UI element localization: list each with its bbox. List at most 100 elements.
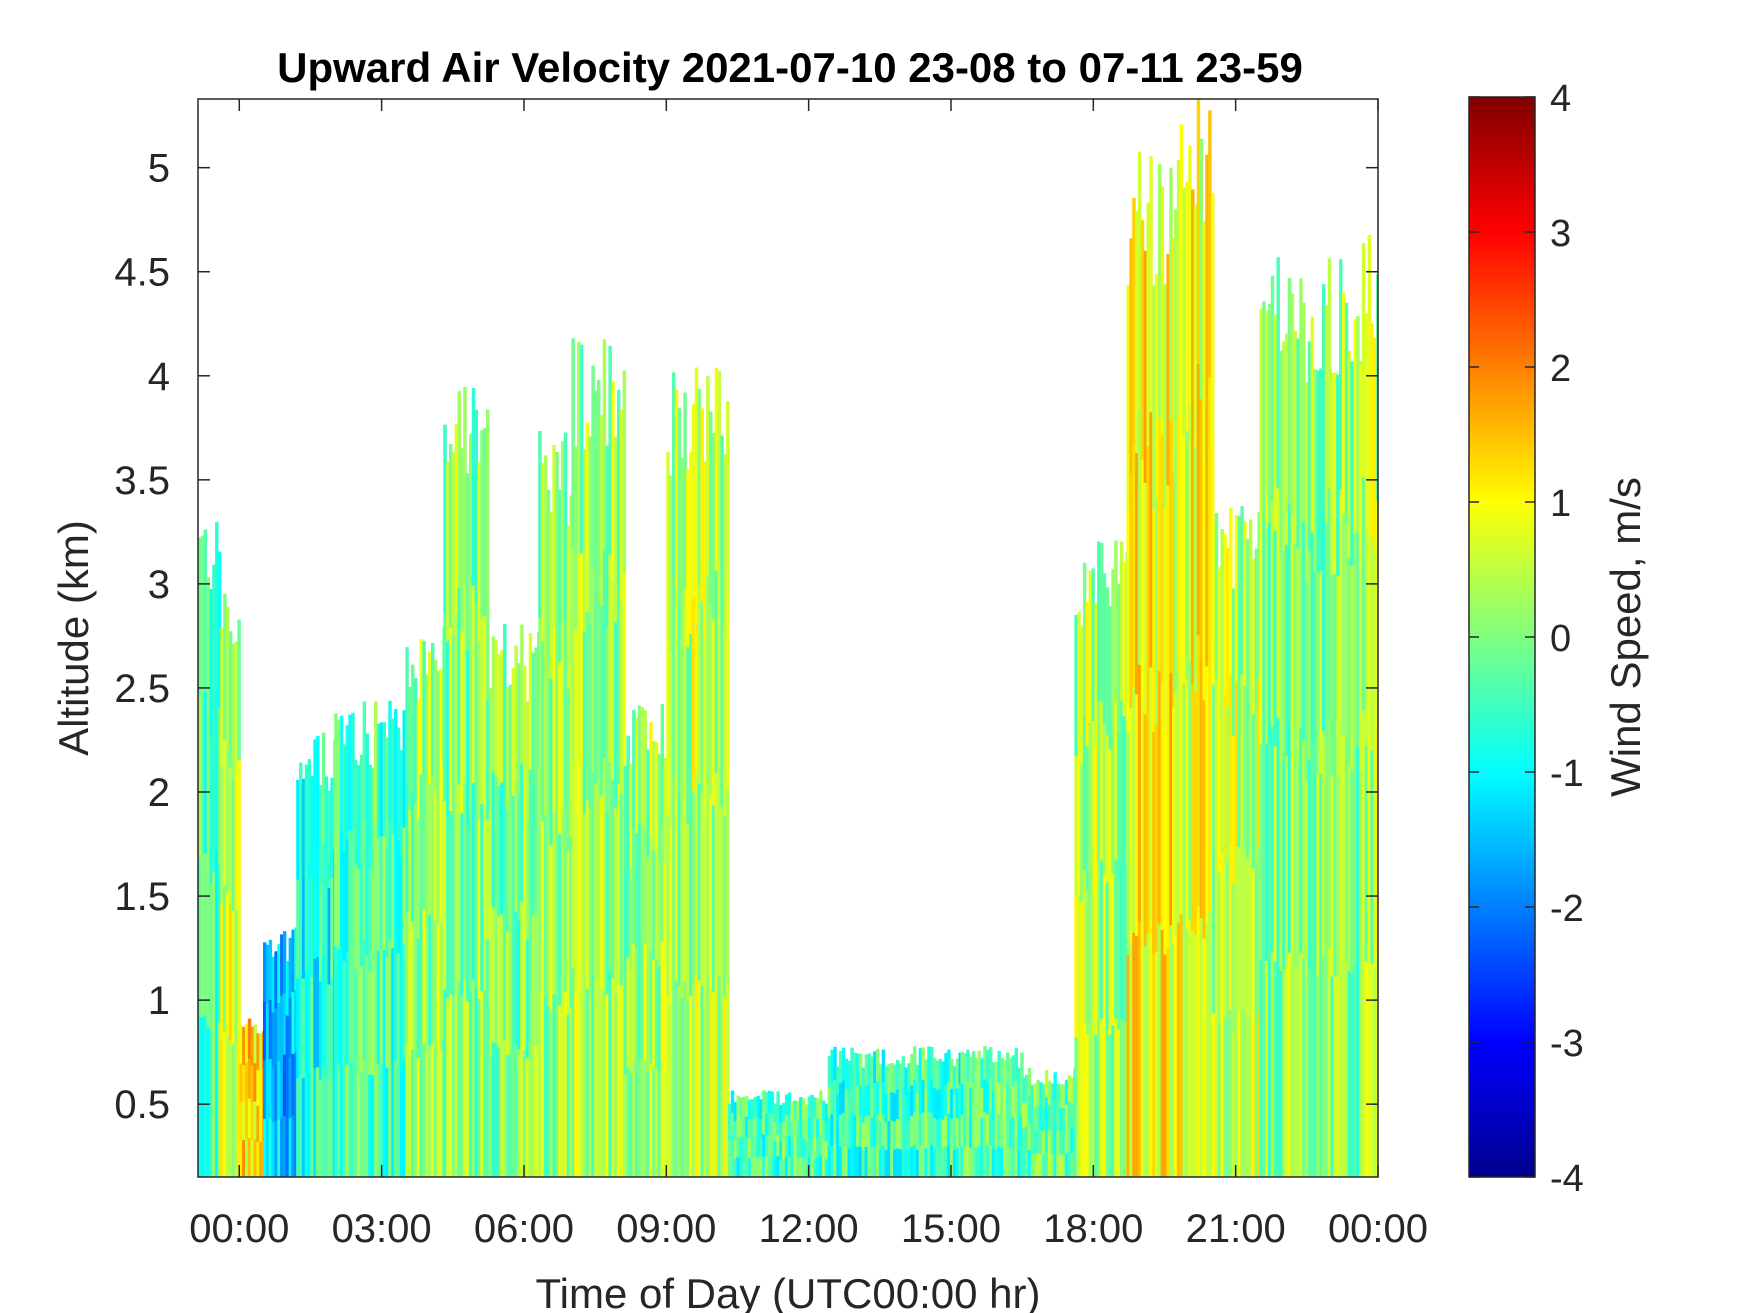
heatmap-cell — [571, 338, 575, 549]
heatmap-cell — [1237, 846, 1242, 1013]
heatmap-cell — [907, 1120, 911, 1150]
heatmap-cell — [1157, 923, 1162, 1177]
x-tick-label: 21:00 — [1186, 1207, 1286, 1251]
heatmap-cell — [1119, 541, 1124, 701]
heatmap-cell — [893, 1092, 897, 1122]
heatmap-cell — [974, 1087, 979, 1118]
heatmap-cell — [371, 870, 375, 973]
heatmap-cell — [1265, 527, 1269, 745]
heatmap-cell — [1324, 958, 1329, 1177]
heatmap-plot-area — [197, 98, 1379, 1178]
heatmap-cell — [1251, 558, 1256, 714]
heatmap-cell — [1000, 1087, 1004, 1118]
heatmap-cell — [259, 1069, 263, 1106]
heatmap-cell — [376, 723, 381, 838]
heatmap-cell — [915, 1120, 920, 1150]
heatmap-cell — [602, 758, 607, 969]
heatmap-cell — [1044, 1096, 1049, 1125]
heatmap-cell — [629, 866, 633, 971]
heatmap-cell — [1074, 755, 1078, 897]
heatmap-cell — [821, 1138, 826, 1159]
heatmap-cell — [1027, 1122, 1032, 1151]
heatmap-cell — [1064, 1079, 1069, 1105]
heatmap-cell — [200, 535, 205, 697]
heatmap-cell — [1319, 368, 1323, 572]
heatmap-cell — [356, 971, 361, 1075]
heatmap-cell — [1182, 682, 1186, 931]
heatmap-cell — [1336, 976, 1340, 1177]
heatmap-cell — [517, 663, 521, 793]
heatmap-cell — [599, 414, 604, 606]
heatmap-cell — [997, 1082, 1001, 1115]
heatmap-cell — [646, 963, 650, 1071]
heatmap-cell — [198, 537, 202, 698]
heatmap-cell — [918, 1144, 923, 1177]
heatmap-cell — [468, 805, 473, 992]
heatmap-cell — [657, 859, 662, 967]
heatmap-cell — [382, 722, 387, 837]
heatmap-cell — [1152, 285, 1156, 509]
heatmap-cell — [861, 1094, 866, 1123]
heatmap-cell — [1132, 197, 1136, 444]
heatmap-cell — [491, 1041, 496, 1177]
heatmap-cell — [634, 947, 639, 1063]
heatmap-cell — [1008, 1117, 1013, 1148]
heatmap-cell — [654, 1068, 659, 1177]
heatmap-cell — [1191, 189, 1195, 437]
heatmap-cell — [689, 633, 693, 815]
heatmap-cell — [706, 376, 710, 578]
heatmap-cell — [1226, 862, 1230, 1021]
heatmap-cell — [723, 634, 727, 817]
heatmap-cell — [1234, 680, 1239, 847]
heatmap-cell — [237, 898, 241, 1039]
heatmap-cell — [552, 627, 556, 812]
heatmap-cell — [339, 946, 344, 1063]
heatmap-cell — [646, 1070, 650, 1177]
heatmap-cell — [497, 1046, 501, 1177]
heatmap-cell — [304, 764, 309, 869]
heatmap-cell — [745, 1136, 749, 1158]
heatmap-cell — [1047, 1152, 1052, 1177]
heatmap-cell — [742, 1156, 746, 1177]
heatmap-cell — [500, 650, 504, 783]
heatmap-cell — [927, 1046, 931, 1080]
heatmap-cell — [419, 908, 424, 1044]
heatmap-cell — [1188, 919, 1192, 1177]
heatmap-cell — [1373, 337, 1377, 549]
heatmap-cell — [1140, 459, 1145, 700]
heatmap-cell — [579, 760, 584, 970]
heatmap-cell — [1327, 717, 1332, 948]
heatmap-cell — [1370, 323, 1374, 538]
heatmap-cell — [460, 812, 464, 996]
heatmap-cell — [784, 1156, 789, 1177]
heatmap-cell — [334, 945, 338, 1062]
heatmap-cell — [1105, 734, 1110, 883]
heatmap-cell — [657, 1071, 662, 1177]
heatmap-cell — [225, 1034, 230, 1177]
heatmap-cell — [924, 1118, 928, 1149]
heatmap-cell — [1080, 764, 1084, 903]
heatmap-cell — [767, 1133, 772, 1157]
heatmap-cell — [629, 763, 633, 868]
heatmap-cell — [1053, 1124, 1057, 1152]
heatmap-cell — [881, 1081, 886, 1114]
heatmap-cell — [850, 1079, 854, 1113]
heatmap-cell — [555, 995, 559, 1177]
heatmap-cell — [304, 867, 309, 972]
heatmap-cell — [220, 902, 224, 1041]
heatmap-cell — [477, 640, 481, 821]
heatmap-cell — [819, 1112, 823, 1135]
heatmap-cell — [1282, 550, 1286, 760]
heatmap-cell — [935, 1060, 940, 1091]
x-tick-label: 03:00 — [332, 1207, 432, 1251]
heatmap-cell — [582, 995, 587, 1177]
heatmap-cell — [508, 684, 513, 809]
heatmap-cell — [330, 777, 334, 879]
heatmap-cell — [1070, 1102, 1074, 1128]
heatmap-cell — [321, 1065, 326, 1177]
heatmap-cell — [439, 1049, 443, 1177]
heatmap-cell — [1359, 974, 1363, 1177]
heatmap-cell — [1370, 963, 1374, 1177]
heatmap-cell — [1367, 706, 1372, 943]
heatmap-cell — [1146, 689, 1150, 934]
